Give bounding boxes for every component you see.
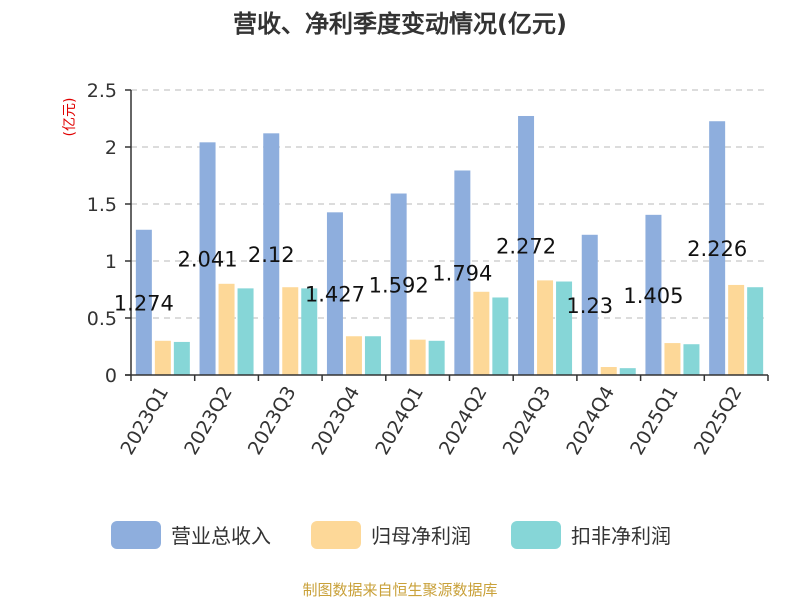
bar-0-2023Q3 — [263, 133, 280, 375]
bar-2-2025Q1 — [683, 344, 700, 375]
x-tick-label: 2024Q1 — [371, 383, 428, 459]
grid-lines — [131, 89, 768, 319]
legend-swatch-2 — [511, 521, 561, 549]
data-label: 1.794 — [432, 262, 492, 286]
bars — [135, 115, 764, 376]
legend-label-2: 扣非净利润 — [571, 524, 671, 548]
x-tick-label: 2023Q4 — [308, 383, 365, 459]
legend-swatch-1 — [311, 521, 361, 549]
bar-0-2025Q2 — [709, 121, 726, 376]
bar-0-2023Q1 — [135, 229, 152, 375]
bar-0-2024Q1 — [390, 193, 407, 375]
y-axis-unit-label: (亿元) — [62, 98, 78, 137]
x-tick-label: 2025Q2 — [690, 383, 747, 459]
bar-0-2023Q4 — [326, 212, 343, 375]
bar-1-2023Q3 — [282, 287, 299, 375]
data-label: 1.274 — [114, 291, 174, 315]
bar-1-2025Q1 — [664, 343, 681, 375]
legend-label-1: 归母净利润 — [371, 524, 471, 548]
y-tick-label: 1 — [105, 251, 117, 273]
bar-2-2023Q3 — [301, 288, 318, 375]
legend-swatch-0 — [111, 521, 161, 549]
bar-1-2023Q2 — [218, 283, 235, 375]
legend-label-0: 营业总收入 — [171, 524, 271, 548]
y-tick-label: 2.5 — [87, 80, 117, 102]
y-tick-label: 0.5 — [87, 308, 117, 330]
bar-2-2024Q2 — [492, 297, 509, 375]
bar-0-2024Q4 — [581, 234, 598, 375]
bar-0-2023Q2 — [199, 142, 216, 375]
bar-0-2025Q1 — [645, 214, 662, 375]
bar-0-2024Q2 — [454, 170, 471, 375]
x-tick-label: 2024Q3 — [499, 383, 556, 459]
data-label: 2.12 — [248, 243, 295, 267]
data-label: 1.405 — [623, 284, 683, 308]
x-tick-label: 2023Q2 — [180, 383, 237, 459]
bar-2-2023Q1 — [173, 341, 190, 375]
data-label: 1.427 — [305, 283, 365, 307]
bar-1-2024Q3 — [537, 280, 554, 375]
bar-1-2024Q4 — [600, 367, 617, 375]
bar-2-2023Q2 — [237, 288, 254, 375]
data-label: 2.041 — [177, 248, 237, 272]
x-tick-label: 2024Q2 — [435, 382, 492, 458]
data-label: 1.23 — [566, 294, 613, 318]
bar-2-2025Q2 — [747, 287, 764, 375]
bar-0-2024Q3 — [518, 115, 535, 375]
x-tick-label: 2023Q3 — [244, 383, 301, 459]
bar-1-2023Q4 — [345, 336, 362, 375]
bar-2-2024Q3 — [556, 281, 573, 375]
bar-2-2024Q1 — [428, 340, 445, 375]
data-label: 2.226 — [687, 237, 747, 261]
source-note: 制图数据来自恒生聚源数据库 — [302, 581, 497, 599]
legend: 营业总收入 归母净利润 扣非净利润 — [111, 521, 671, 549]
x-tick-label: 2023Q1 — [116, 383, 173, 459]
bar-2-2024Q4 — [619, 368, 636, 375]
y-tick-label: 0 — [105, 365, 117, 387]
y-tick-label: 2 — [105, 137, 117, 159]
data-label: 1.592 — [369, 273, 429, 297]
x-tick-label: 2025Q1 — [626, 383, 683, 459]
bar-2-2023Q4 — [364, 336, 381, 375]
bar-1-2024Q2 — [473, 291, 490, 375]
bar-1-2023Q1 — [154, 340, 171, 375]
data-label: 2.272 — [496, 234, 556, 258]
bar-1-2024Q1 — [409, 339, 426, 375]
bar-1-2025Q2 — [728, 284, 745, 375]
x-tick-label: 2024Q4 — [562, 383, 619, 459]
chart-title: 营收、净利季度变动情况(亿元) — [233, 10, 567, 38]
y-tick-label: 1.5 — [87, 194, 117, 216]
